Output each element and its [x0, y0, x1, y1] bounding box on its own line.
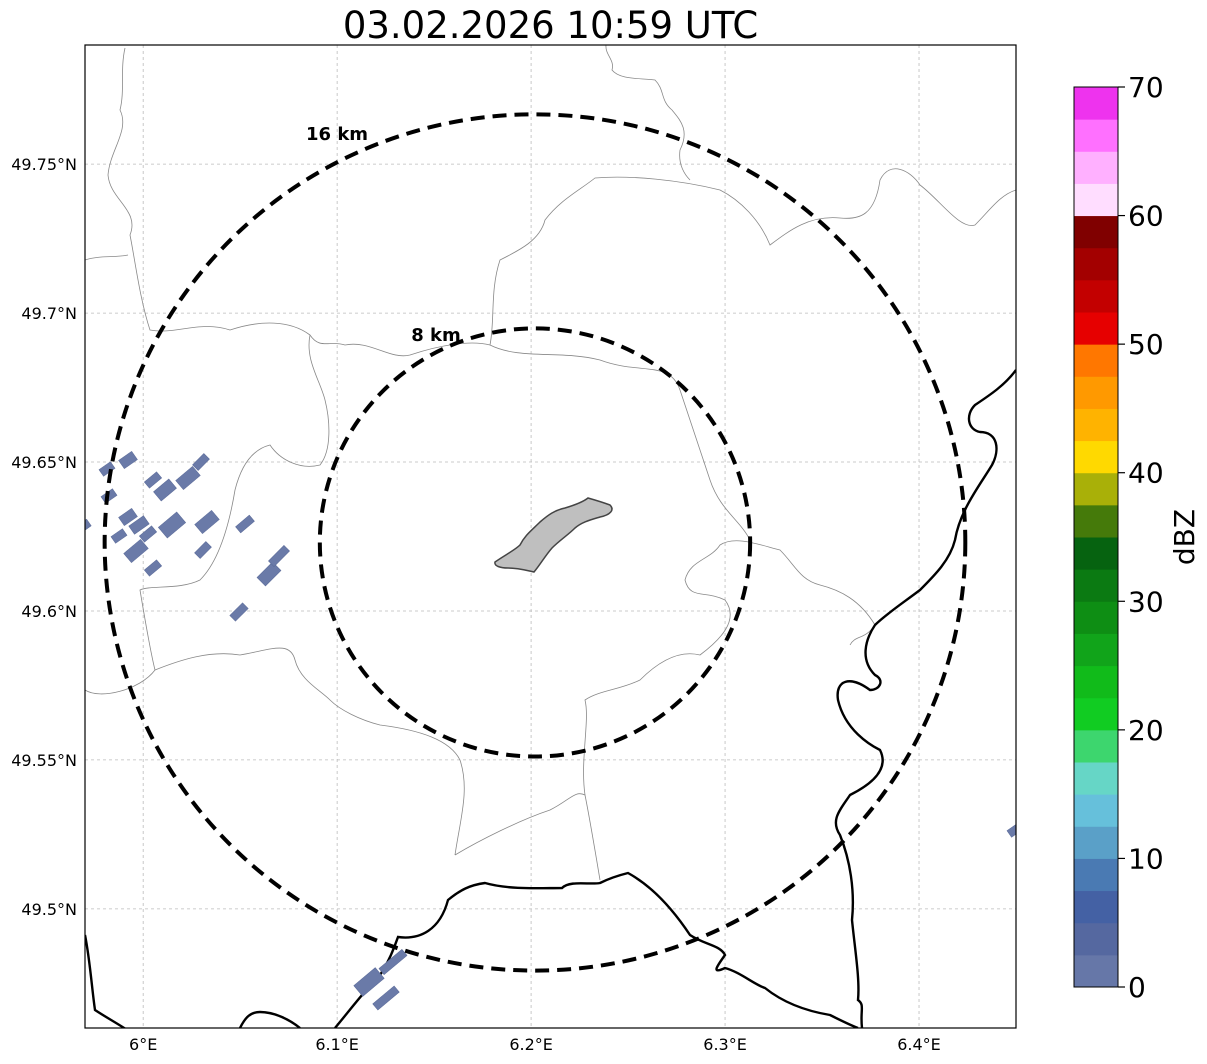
- colorbar-tick-label: 40: [1128, 457, 1164, 490]
- colorbar-segment: [1074, 633, 1118, 667]
- colorbar-tick-label: 20: [1128, 714, 1164, 747]
- lon-tick-label: 6.4°E: [897, 1035, 941, 1054]
- lon-tick-label: 6.3°E: [703, 1035, 747, 1054]
- lat-tick-label: 49.5°N: [21, 900, 77, 919]
- colorbar-segment: [1074, 151, 1118, 184]
- national-borders: [85, 369, 1016, 1028]
- colorbar-segment: [1074, 87, 1118, 120]
- admin-boundaries: [85, 45, 1016, 881]
- colorbar-segment: [1074, 183, 1118, 217]
- colorbar-segment: [1074, 858, 1118, 892]
- lon-tick-label: 6°E: [129, 1035, 157, 1054]
- colorbar-segment: [1074, 376, 1118, 409]
- latitude-axis: 49.75°N 49.7°N 49.65°N 49.6°N 49.55°N 49.5°N: [11, 155, 77, 919]
- colorbar-tick-label: 60: [1128, 200, 1164, 233]
- map-title: 03.02.2026 10:59 UTC: [342, 4, 759, 47]
- colorbar-segment: [1074, 569, 1118, 602]
- colorbar-tick-label: 70: [1128, 71, 1164, 104]
- range-ring-16km: [102, 112, 968, 973]
- city-outline: [494, 497, 613, 573]
- colorbar-segment: [1074, 247, 1118, 281]
- colorbar-segment: [1074, 472, 1118, 506]
- radar-echoes: [85, 450, 1016, 1011]
- colorbar-segment: [1074, 504, 1118, 538]
- colorbar-segment: [1074, 344, 1118, 377]
- colorbar-segment: [1074, 762, 1118, 795]
- colorbar-segment: [1074, 922, 1118, 956]
- colorbar-segment: [1074, 279, 1118, 313]
- plot-frame: [84, 44, 1017, 1029]
- colorbar-segment: [1074, 794, 1118, 827]
- colorbar-segment: [1074, 440, 1118, 474]
- range-ring-label: 16 km: [306, 124, 368, 145]
- lat-tick-label: 49.75°N: [11, 155, 77, 174]
- colorbar-segment: [1074, 215, 1118, 249]
- colorbar-segment: [1074, 954, 1118, 988]
- gridlines: [85, 45, 1016, 1028]
- colorbar-segment: [1074, 665, 1118, 699]
- colorbar-segment: [1074, 826, 1118, 859]
- colorbar-tick-label: 50: [1128, 328, 1164, 361]
- colorbar-segment: [1074, 312, 1118, 345]
- lat-tick-label: 49.7°N: [21, 304, 77, 323]
- colorbar-segment: [1074, 890, 1118, 924]
- colorbar-tick-label: 30: [1128, 585, 1164, 618]
- lon-tick-label: 6.2°E: [509, 1035, 553, 1054]
- lat-tick-label: 49.65°N: [11, 453, 77, 472]
- longitude-axis: 6°E 6.1°E 6.2°E 6.3°E 6.4°E: [129, 1035, 941, 1054]
- colorbar: 0 10 20 30 40 50 60 70 dBZ: [1073, 71, 1201, 1004]
- lat-tick-label: 49.6°N: [21, 602, 77, 621]
- colorbar-segment: [1074, 697, 1118, 731]
- colorbar-segment: [1074, 119, 1118, 152]
- range-ring-label: 8 km: [411, 325, 461, 346]
- colorbar-tick-label: 10: [1128, 842, 1164, 875]
- range-ring-8km: [317, 326, 753, 759]
- range-rings: 8 km 16 km: [102, 112, 968, 973]
- colorbar-label: dBZ: [1168, 509, 1201, 565]
- colorbar-segment: [1074, 729, 1118, 763]
- colorbar-segment: [1074, 537, 1118, 570]
- colorbar-segment: [1074, 601, 1118, 634]
- lon-tick-label: 6.1°E: [315, 1035, 359, 1054]
- colorbar-segment: [1074, 408, 1118, 442]
- colorbar-tick-label: 0: [1128, 971, 1146, 1004]
- colorbar-frame: [1073, 86, 1119, 988]
- lat-tick-label: 49.55°N: [11, 751, 77, 770]
